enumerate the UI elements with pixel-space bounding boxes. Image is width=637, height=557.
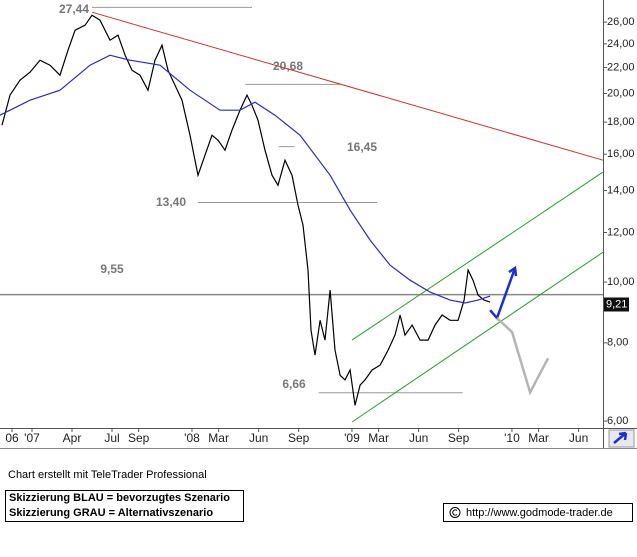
y-tick-label: 16,00 (607, 148, 635, 160)
legend-gray: Skizzierung GRAU = Alternativszenario (9, 507, 213, 519)
y-tick-label: 8,00 (607, 337, 628, 349)
source-url[interactable]: http://www.godmode-trader.de (466, 507, 613, 519)
nav-arrow-icon (613, 431, 628, 444)
x-tick-label: '07 (24, 431, 40, 445)
x-tick-label: '10 (504, 431, 520, 445)
level-label: 13,40 (156, 195, 186, 209)
y-tick-label: 14,00 (607, 184, 635, 196)
y-tick-label: 10,00 (607, 276, 635, 288)
x-tick-label: 06 (5, 431, 19, 445)
copyright-c (452, 509, 458, 516)
y-tick-label: 18,00 (607, 116, 635, 128)
scenario-path (496, 317, 550, 396)
legend-blue: Skizzierung BLAU = bevorzugtes Szenario (9, 492, 230, 504)
x-tick-label: Sep (128, 431, 150, 445)
scenario-arrowhead (508, 265, 518, 277)
x-tick-label: Jun (409, 431, 428, 445)
y-tick-label: 6,00 (607, 415, 628, 427)
level-label: 20,68 (273, 59, 303, 73)
y-tick-label: 26,00 (607, 16, 635, 28)
credit: Chart erstellt mit TeleTrader Profession… (8, 469, 207, 481)
y-tick-label: 22,00 (607, 61, 635, 73)
x-tick-label: Jul (104, 431, 119, 445)
x-tick-label: Sep (448, 431, 470, 445)
y-tick-label: 12,00 (607, 226, 635, 238)
level-label: 16,45 (347, 140, 377, 154)
x-tick-label: '08 (184, 431, 200, 445)
level-label: 6,66 (282, 377, 306, 391)
y-tick-label: 20,00 (607, 87, 635, 99)
source-box (443, 503, 633, 522)
level-label: 9,55 (100, 262, 124, 276)
x-tick-label: Sep (288, 431, 310, 445)
x-tick-label: '09 (344, 431, 360, 445)
y-tick-label: 24,00 (607, 38, 635, 50)
x-tick-label: Mar (368, 431, 389, 445)
trend-line (351, 171, 604, 341)
level-label: 27,44 (59, 2, 89, 16)
last-price-label: 9,21 (606, 298, 627, 310)
x-tick-label: Apr (63, 431, 82, 445)
x-tick-label: Mar (528, 431, 549, 445)
trend-line (351, 251, 604, 423)
copyright-icon (449, 507, 461, 518)
x-tick-label: Jun (569, 431, 588, 445)
x-tick-label: Mar (208, 431, 229, 445)
trend-line (91, 11, 604, 161)
moving-average (0, 54, 491, 304)
price-line (1, 14, 491, 406)
x-tick-label: Jun (249, 431, 268, 445)
last-price-box (604, 297, 629, 312)
legend-box (5, 490, 244, 522)
